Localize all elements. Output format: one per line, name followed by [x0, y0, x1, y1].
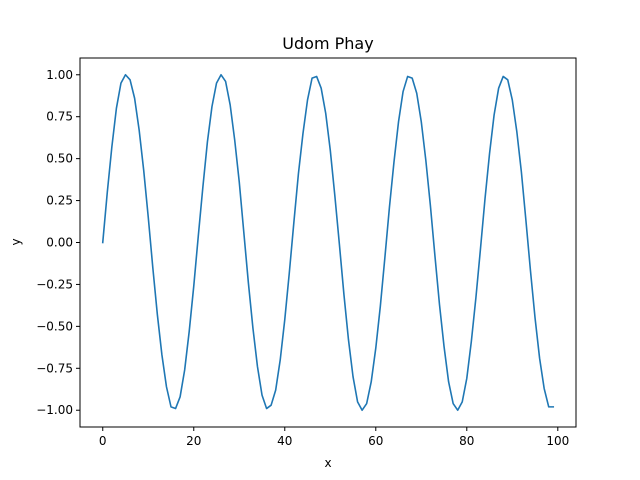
x-tick-label: 40: [277, 434, 292, 448]
x-tick-label: 80: [459, 434, 474, 448]
y-tick-label: 0.00: [46, 236, 73, 250]
y-tick-label: −0.50: [36, 319, 73, 333]
series-layer: [101, 73, 555, 412]
y-tick-label: −0.75: [36, 361, 73, 375]
x-tick-label: 20: [186, 434, 201, 448]
x-axis: 0 20 40 60 80 100: [99, 427, 569, 448]
y-tick-label: 0.50: [46, 152, 73, 166]
y-tick-label: −1.00: [36, 403, 73, 417]
y-tick-label: 1.00: [46, 68, 73, 82]
y-axis-label: y: [9, 238, 23, 245]
y-tick-label: 0.75: [46, 110, 73, 124]
x-axis-label: x: [324, 456, 331, 470]
x-tick-label: 60: [368, 434, 383, 448]
chart-title: Udom Phay: [282, 34, 373, 53]
plot-area-background: [80, 58, 576, 427]
y-tick-label: 0.25: [46, 194, 73, 208]
x-tick-label: 0: [99, 434, 107, 448]
y-tick-label: −0.25: [36, 277, 73, 291]
series-line-0: [101, 73, 555, 412]
y-axis: −1.00 −0.75 −0.50 −0.25 0.00 0.25 0.50 0.75 1.00: [36, 68, 80, 417]
x-tick-label: 100: [546, 434, 569, 448]
